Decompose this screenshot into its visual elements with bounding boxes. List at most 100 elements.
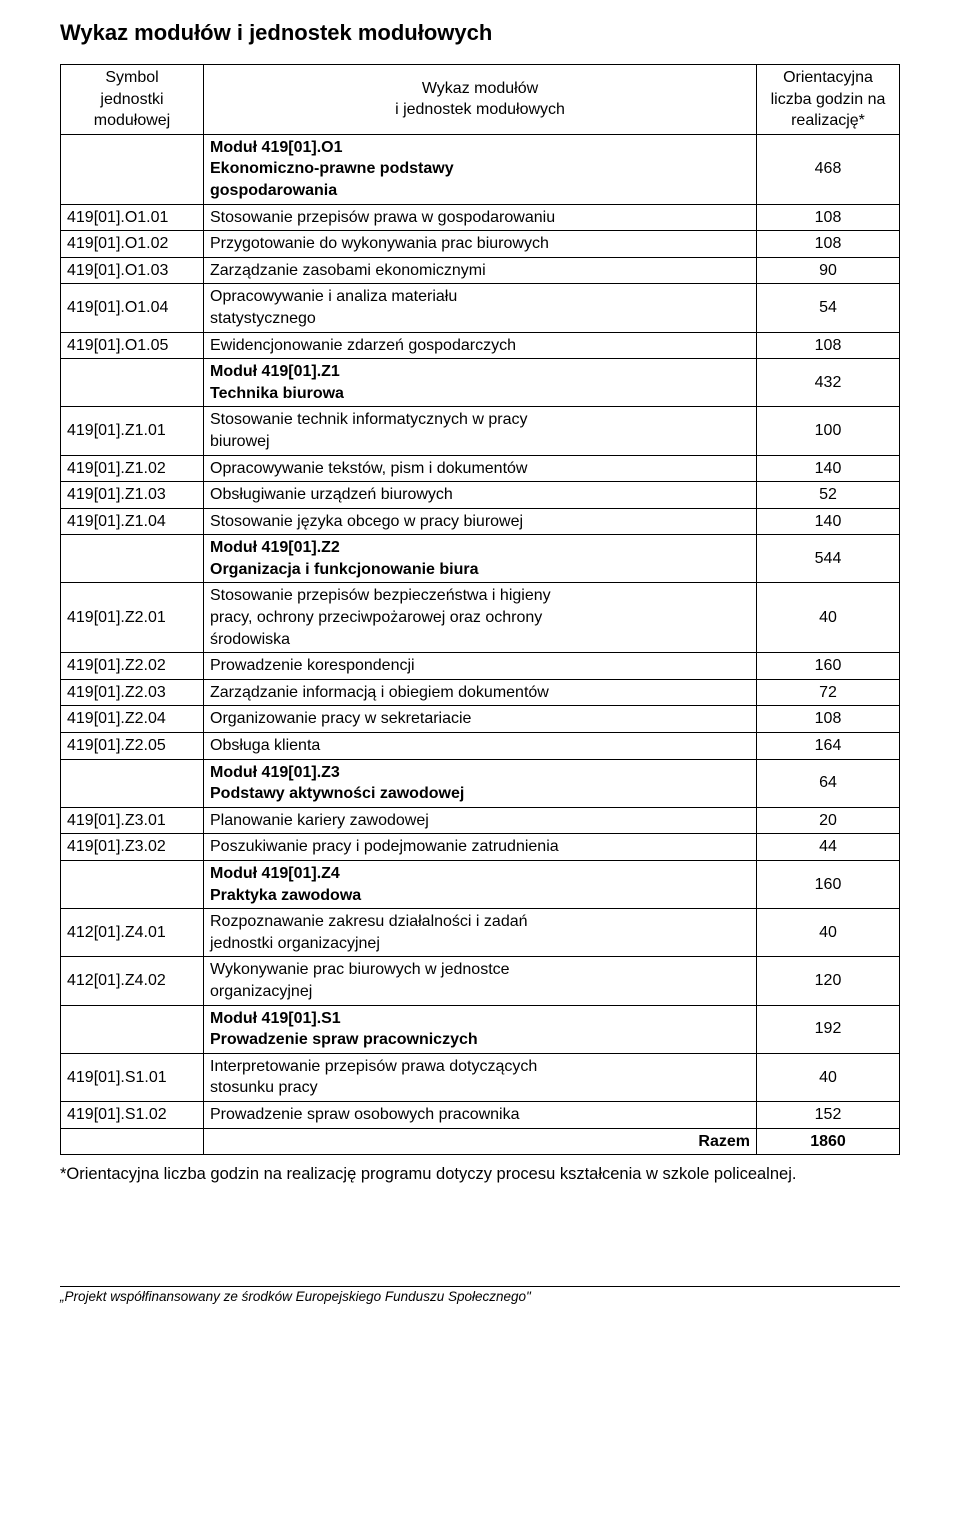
row-desc: Interpretowanie przepisów prawa dotycząc… <box>204 1053 757 1101</box>
total-label: Razem <box>204 1128 757 1155</box>
header-col3-l2: liczba godzin na <box>771 91 886 108</box>
row-desc: Moduł 419[01].Z1Technika biurowa <box>204 359 757 407</box>
row-hours: 40 <box>757 583 900 653</box>
row-hours: 140 <box>757 508 900 535</box>
row-hours: 544 <box>757 535 900 583</box>
row-hours: 164 <box>757 733 900 760</box>
row-desc: Stosowanie języka obcego w pracy biurowe… <box>204 508 757 535</box>
row-desc: Planowanie kariery zawodowej <box>204 807 757 834</box>
table-row: 419[01].Z1.01Stosowanie technik informat… <box>61 407 900 455</box>
row-desc: Moduł 419[01].Z4Praktyka zawodowa <box>204 861 757 909</box>
header-col2-l1: Wykaz modułów <box>422 80 538 97</box>
header-col1-l2: jednostki <box>100 91 163 108</box>
row-hours: 40 <box>757 909 900 957</box>
table-row: 419[01].Z2.05Obsługa klienta164 <box>61 733 900 760</box>
table-row: Moduł 419[01].O1Ekonomiczno-prawne podst… <box>61 134 900 204</box>
row-hours: 54 <box>757 284 900 332</box>
row-code: 419[01].O1.02 <box>61 231 204 258</box>
page-title: Wykaz modułów i jednostek modułowych <box>60 20 900 46</box>
row-code <box>61 759 204 807</box>
page: Wykaz modułów i jednostek modułowych Sym… <box>0 0 960 1334</box>
row-code: 419[01].O1.01 <box>61 204 204 231</box>
row-code <box>61 535 204 583</box>
table-row: 419[01].Z1.03Obsługiwanie urządzeń biuro… <box>61 482 900 509</box>
table-row: 419[01].O1.05Ewidencjonowanie zdarzeń go… <box>61 332 900 359</box>
row-hours: 100 <box>757 407 900 455</box>
row-code: 419[01].Z1.04 <box>61 508 204 535</box>
table-row: Moduł 419[01].S1Prowadzenie spraw pracow… <box>61 1005 900 1053</box>
row-code: 419[01].Z1.01 <box>61 407 204 455</box>
row-desc: Organizowanie pracy w sekretariacie <box>204 706 757 733</box>
table-row: 419[01].O1.03Zarządzanie zasobami ekonom… <box>61 257 900 284</box>
row-desc: Prowadzenie korespondencji <box>204 653 757 680</box>
row-desc: Rozpoznawanie zakresu działalności i zad… <box>204 909 757 957</box>
row-code: 419[01].S1.02 <box>61 1101 204 1128</box>
table-row: 419[01].O1.04Opracowywanie i analiza mat… <box>61 284 900 332</box>
row-hours: 108 <box>757 204 900 231</box>
row-desc: Obsługiwanie urządzeń biurowych <box>204 482 757 509</box>
row-desc: Moduł 419[01].Z3Podstawy aktywności zawo… <box>204 759 757 807</box>
row-code <box>61 861 204 909</box>
row-hours: 72 <box>757 679 900 706</box>
table-row: 419[01].S1.01Interpretowanie przepisów p… <box>61 1053 900 1101</box>
row-hours: 108 <box>757 231 900 258</box>
row-desc: Zarządzanie informacją i obiegiem dokume… <box>204 679 757 706</box>
row-hours: 152 <box>757 1101 900 1128</box>
row-code: 419[01].S1.01 <box>61 1053 204 1101</box>
row-hours: 432 <box>757 359 900 407</box>
header-col3-l3: realizację* <box>791 112 865 129</box>
table-row: 412[01].Z4.02Wykonywanie prac biurowych … <box>61 957 900 1005</box>
header-col2-l2: i jednostek modułowych <box>395 101 565 118</box>
row-code: 419[01].O1.03 <box>61 257 204 284</box>
row-desc: Stosowanie przepisów bezpieczeństwa i hi… <box>204 583 757 653</box>
table-row: 419[01].Z2.01Stosowanie przepisów bezpie… <box>61 583 900 653</box>
row-desc: Ewidencjonowanie zdarzeń gospodarczych <box>204 332 757 359</box>
header-col2: Wykaz modułów i jednostek modułowych <box>204 65 757 135</box>
row-hours: 160 <box>757 861 900 909</box>
table-row: Moduł 419[01].Z3Podstawy aktywności zawo… <box>61 759 900 807</box>
row-code: 419[01].Z2.03 <box>61 679 204 706</box>
table-row: 419[01].Z2.03Zarządzanie informacją i ob… <box>61 679 900 706</box>
row-hours: 20 <box>757 807 900 834</box>
row-code: 419[01].Z2.02 <box>61 653 204 680</box>
row-desc: Przygotowanie do wykonywania prac biurow… <box>204 231 757 258</box>
row-code <box>61 359 204 407</box>
row-code: 419[01].Z2.05 <box>61 733 204 760</box>
modules-table: Symbol jednostki modułowej Wykaz modułów… <box>60 64 900 1155</box>
row-code: 419[01].Z1.02 <box>61 455 204 482</box>
table-row: 419[01].Z1.02Opracowywanie tekstów, pism… <box>61 455 900 482</box>
table-body: Moduł 419[01].O1Ekonomiczno-prawne podst… <box>61 134 900 1128</box>
header-col1: Symbol jednostki modułowej <box>61 65 204 135</box>
row-hours: 64 <box>757 759 900 807</box>
row-desc: Moduł 419[01].O1Ekonomiczno-prawne podst… <box>204 134 757 204</box>
header-col3-l1: Orientacyjna <box>783 69 873 86</box>
row-code: 419[01].Z3.02 <box>61 834 204 861</box>
row-desc: Wykonywanie prac biurowych w jednostceor… <box>204 957 757 1005</box>
header-col3: Orientacyjna liczba godzin na realizację… <box>757 65 900 135</box>
row-desc: Prowadzenie spraw osobowych pracownika <box>204 1101 757 1128</box>
row-code: 419[01].O1.04 <box>61 284 204 332</box>
total-empty <box>61 1128 204 1155</box>
row-code: 419[01].Z1.03 <box>61 482 204 509</box>
row-code: 412[01].Z4.01 <box>61 909 204 957</box>
row-code: 419[01].O1.05 <box>61 332 204 359</box>
row-hours: 108 <box>757 332 900 359</box>
row-desc: Poszukiwanie pracy i podejmowanie zatrud… <box>204 834 757 861</box>
row-hours: 90 <box>757 257 900 284</box>
header-col1-l3: modułowej <box>94 112 170 129</box>
row-desc: Obsługa klienta <box>204 733 757 760</box>
row-code <box>61 134 204 204</box>
row-desc: Stosowanie przepisów prawa w gospodarowa… <box>204 204 757 231</box>
row-code: 419[01].Z2.01 <box>61 583 204 653</box>
row-hours: 120 <box>757 957 900 1005</box>
table-row: 419[01].Z1.04Stosowanie języka obcego w … <box>61 508 900 535</box>
footer: „Projekt współfinansowany ze środków Eur… <box>60 1286 900 1304</box>
total-value: 1860 <box>757 1128 900 1155</box>
row-code: 419[01].Z3.01 <box>61 807 204 834</box>
row-desc: Stosowanie technik informatycznych w pra… <box>204 407 757 455</box>
table-row: 419[01].O1.01Stosowanie przepisów prawa … <box>61 204 900 231</box>
row-desc: Zarządzanie zasobami ekonomicznymi <box>204 257 757 284</box>
table-header-row: Symbol jednostki modułowej Wykaz modułów… <box>61 65 900 135</box>
row-hours: 40 <box>757 1053 900 1101</box>
table-row: Moduł 419[01].Z2Organizacja i funkcjonow… <box>61 535 900 583</box>
